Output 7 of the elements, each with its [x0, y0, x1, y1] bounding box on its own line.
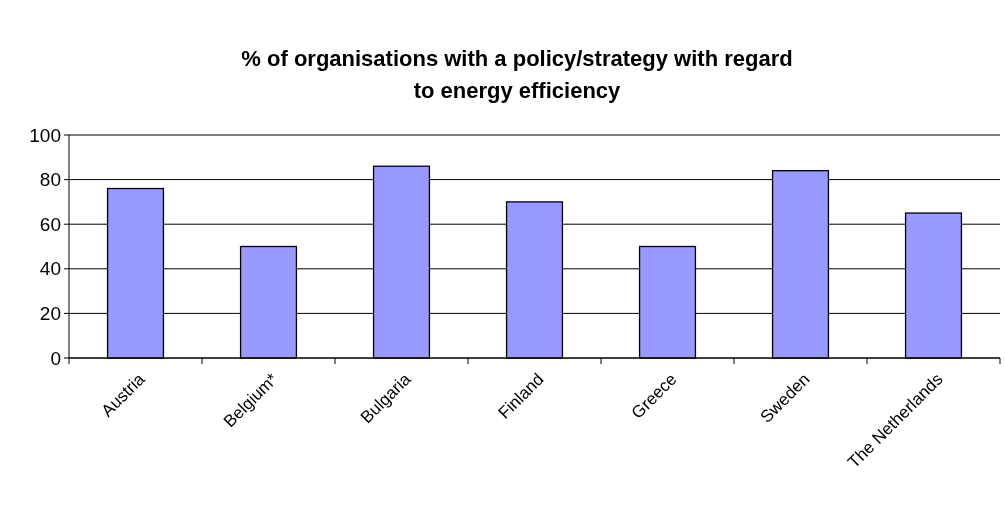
y-tick-label: 60	[39, 213, 61, 235]
y-tick-label: 100	[29, 124, 61, 146]
y-tick-label: 20	[39, 303, 61, 325]
y-tick-label: 0	[50, 347, 61, 369]
y-tick-label: 80	[39, 169, 61, 191]
chart-title: % of organisations with a policy/strategy with regard to energy efficiency	[241, 46, 793, 103]
y-tick-label: 40	[39, 258, 61, 280]
